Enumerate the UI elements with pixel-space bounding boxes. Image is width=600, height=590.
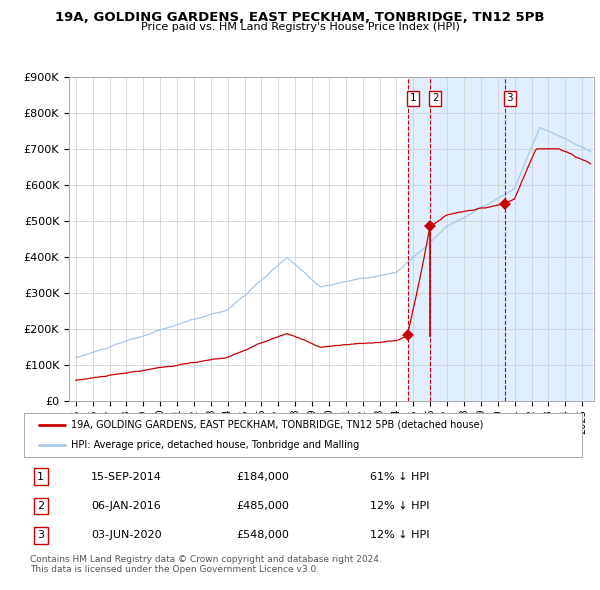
Text: 15-SEP-2014: 15-SEP-2014 [91,471,162,481]
Bar [430,77,505,401]
Bar [408,77,430,401]
Text: 1: 1 [37,471,44,481]
Text: 61% ↓ HPI: 61% ↓ HPI [370,471,430,481]
Text: 19A, GOLDING GARDENS, EAST PECKHAM, TONBRIDGE, TN12 5PB (detached house): 19A, GOLDING GARDENS, EAST PECKHAM, TONB… [71,420,484,430]
Bar [505,77,592,401]
Text: 06-JAN-2016: 06-JAN-2016 [91,501,161,511]
Text: 1: 1 [409,93,416,103]
Text: HPI: Average price, detached house, Tonbridge and Malling: HPI: Average price, detached house, Tonb… [71,440,359,450]
Text: This data is licensed under the Open Government Licence v3.0.: This data is licensed under the Open Gov… [30,565,319,574]
Text: 19A, GOLDING GARDENS, EAST PECKHAM, TONBRIDGE, TN12 5PB: 19A, GOLDING GARDENS, EAST PECKHAM, TONB… [55,11,545,24]
Text: £485,000: £485,000 [236,501,289,511]
Text: 12% ↓ HPI: 12% ↓ HPI [370,530,430,540]
Text: Contains HM Land Registry data © Crown copyright and database right 2024.: Contains HM Land Registry data © Crown c… [30,555,382,563]
Text: 3: 3 [506,93,513,103]
Text: £548,000: £548,000 [236,530,289,540]
Text: 12% ↓ HPI: 12% ↓ HPI [370,501,430,511]
Text: 2: 2 [37,501,44,511]
Text: Price paid vs. HM Land Registry's House Price Index (HPI): Price paid vs. HM Land Registry's House … [140,22,460,32]
Text: 3: 3 [37,530,44,540]
Text: 03-JUN-2020: 03-JUN-2020 [91,530,161,540]
Text: 2: 2 [432,93,439,103]
Text: £184,000: £184,000 [236,471,289,481]
